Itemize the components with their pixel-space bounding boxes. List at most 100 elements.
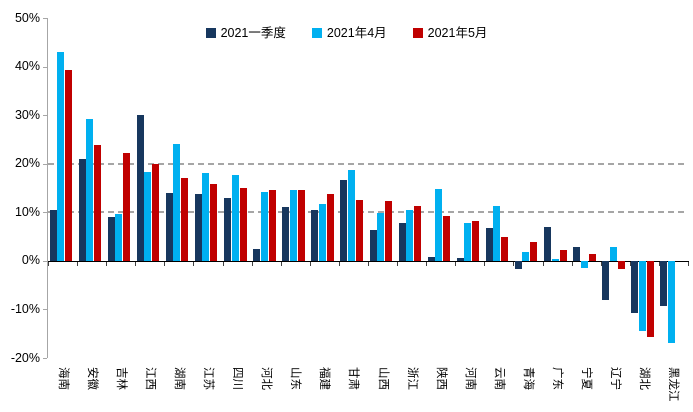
bar [115, 213, 123, 261]
bar [165, 192, 173, 261]
bar [443, 215, 451, 261]
bar [340, 180, 348, 261]
bar [617, 260, 625, 269]
x-axis-label: 海南 [56, 367, 69, 390]
bar [559, 249, 567, 261]
bar [602, 260, 610, 301]
y-tick-mark [43, 18, 47, 19]
bar [297, 189, 305, 261]
x-tick-mark [629, 261, 631, 266]
bar [485, 228, 493, 261]
x-axis-label: 湖北 [638, 367, 651, 390]
x-axis-label: 山东 [289, 367, 302, 390]
x-axis-label: 辽宁 [609, 367, 622, 390]
legend-item: 2021年5月 [412, 26, 488, 40]
y-tick-label: 20% [14, 156, 40, 171]
bar [347, 170, 355, 261]
x-tick-mark [309, 261, 311, 266]
bar [210, 184, 218, 261]
y-tick-mark [43, 358, 47, 359]
x-axis-label: 江苏 [202, 367, 214, 390]
bar [311, 209, 319, 261]
bar [202, 173, 210, 261]
bar [49, 209, 57, 261]
legend-swatch [205, 28, 216, 38]
x-axis-label: 河北 [260, 367, 273, 390]
x-tick-mark [338, 261, 340, 266]
x-axis-label: 江西 [143, 367, 156, 390]
x-tick-mark [48, 261, 49, 266]
y-tick-mark [43, 66, 47, 68]
x-axis-label: 青海 [522, 367, 534, 390]
bar [289, 189, 297, 261]
legend-swatch [311, 28, 322, 38]
bar [152, 163, 160, 261]
legend-swatch [412, 28, 423, 38]
bar [530, 242, 538, 261]
x-axis-label: 浙江 [405, 367, 418, 390]
legend-label: 2021年4月 [326, 26, 387, 40]
x-tick-mark [571, 261, 573, 266]
x-axis-label: 四川 [231, 367, 244, 390]
x-axis-label: 安徽 [85, 367, 98, 390]
x-tick-mark [164, 261, 166, 266]
bar [123, 153, 131, 261]
x-axis-label: 河南 [463, 367, 476, 390]
bar [181, 178, 189, 261]
y-tick-mark [43, 260, 47, 262]
bar [501, 236, 509, 261]
bar [260, 191, 268, 261]
x-axis-label: 陕西 [434, 367, 447, 390]
x-tick-mark [484, 261, 486, 266]
x-tick-mark [280, 261, 282, 266]
bar [326, 193, 334, 261]
x-axis-label: 云南 [492, 367, 505, 390]
x-tick-mark [106, 261, 108, 266]
x-axis-label: 吉林 [114, 367, 127, 390]
x-tick-mark [251, 261, 253, 266]
bar [355, 200, 363, 261]
bar [173, 144, 181, 261]
bar [86, 119, 94, 261]
bar [282, 207, 290, 261]
bar [398, 222, 406, 261]
y-tick-mark [43, 163, 47, 165]
bar [544, 226, 552, 261]
bar [464, 223, 472, 261]
legend: 2021一季度 2021年4月 2021年5月 [0, 25, 693, 41]
y-axis-spine [47, 18, 48, 358]
bar [646, 260, 654, 337]
bar [231, 174, 239, 261]
x-axis-label: 甘肃 [347, 367, 360, 390]
x-tick-mark [222, 261, 224, 266]
bar [369, 230, 377, 261]
bar [268, 189, 276, 261]
gridline [48, 162, 688, 165]
y-tick-mark [43, 212, 47, 214]
bar [385, 201, 392, 261]
y-tick-label: 0% [21, 253, 40, 268]
legend-label: 2021一季度 [220, 26, 286, 40]
x-axis-label: 山西 [376, 367, 389, 390]
zero-axis-line [48, 260, 689, 262]
bar [406, 210, 414, 261]
bar [609, 247, 617, 261]
bar [573, 247, 581, 261]
y-tick-label: 40% [14, 59, 40, 74]
bar [224, 197, 232, 261]
y-tick-label: 10% [14, 204, 40, 219]
bar [377, 213, 384, 261]
x-tick-mark [426, 261, 428, 266]
x-tick-mark [542, 261, 544, 266]
x-tick-mark [513, 261, 515, 266]
bar [318, 204, 326, 261]
legend-label: 2021年5月 [427, 26, 488, 40]
bar [456, 258, 464, 261]
bar [94, 144, 102, 261]
x-axis-label: 黑龙江 [667, 367, 680, 402]
legend-item: 2021一季度 [205, 26, 286, 40]
y-tick-mark [43, 309, 47, 311]
bar [660, 260, 668, 306]
